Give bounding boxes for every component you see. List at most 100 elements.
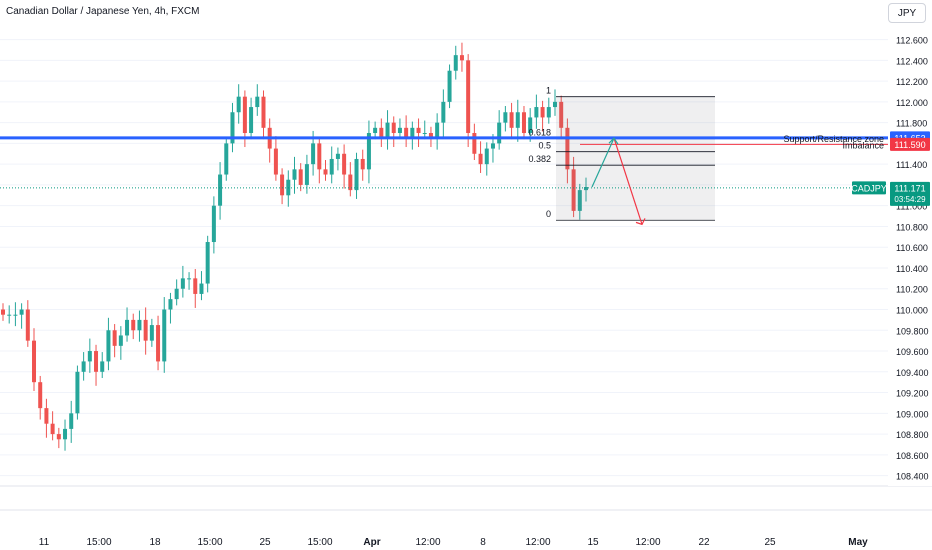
- y-tick-label: 111.400: [896, 160, 927, 170]
- x-tick-label: 25: [259, 537, 271, 548]
- candle-body: [249, 107, 254, 134]
- candle-body: [224, 143, 229, 175]
- candle-body: [472, 133, 477, 154]
- candle-body: [211, 205, 216, 243]
- candle-body: [584, 186, 588, 191]
- candle-body: [174, 288, 179, 300]
- y-tick-label: 111.800: [896, 119, 927, 129]
- candle-body: [131, 319, 136, 331]
- candle-body: [13, 314, 18, 316]
- y-tick-label: 110.800: [896, 222, 928, 232]
- y-tick-label: 108.400: [896, 472, 929, 482]
- candle-body: [528, 117, 533, 134]
- projection-up-arrow: [591, 137, 615, 188]
- candle-body: [428, 133, 433, 139]
- candle-body: [242, 96, 247, 134]
- price-axis: [888, 24, 932, 486]
- candle-body: [335, 153, 340, 159]
- candle-body: [50, 423, 55, 435]
- candle-body: [32, 340, 37, 383]
- candle-body: [534, 107, 539, 118]
- y-tick-label: 110.000: [896, 306, 928, 316]
- candle-body: [280, 174, 285, 196]
- candle-body: [391, 122, 396, 134]
- candle-body: [515, 112, 520, 128]
- candle-body: [348, 174, 353, 191]
- imbalance-price-badge: 111.590: [894, 140, 925, 150]
- candle-body: [63, 428, 68, 440]
- candle-body: [435, 122, 440, 139]
- x-tick-label: 22: [698, 537, 710, 548]
- candle-body: [292, 169, 297, 180]
- candle-body: [255, 96, 260, 108]
- x-tick-label: 15:00: [197, 537, 222, 548]
- candle-body: [44, 408, 49, 424]
- y-tick-label: 110.400: [896, 264, 928, 274]
- candle-body: [199, 283, 204, 294]
- candle-body: [304, 164, 309, 185]
- candle-body: [360, 158, 365, 170]
- candle-body: [509, 112, 514, 128]
- currency-button[interactable]: JPY: [888, 3, 926, 23]
- candle-body: [56, 434, 61, 440]
- x-tick-label: 12:00: [415, 537, 440, 548]
- candle-body: [422, 133, 427, 135]
- fib-level-label: 0: [546, 209, 551, 219]
- candle-body: [404, 127, 409, 139]
- candle-body: [149, 325, 154, 341]
- x-tick-label: 15:00: [86, 537, 111, 548]
- candle-body: [490, 143, 495, 149]
- candle-body: [379, 127, 384, 139]
- candle-body: [521, 112, 526, 134]
- candle-body: [497, 122, 502, 144]
- x-tick-label: 12:00: [635, 537, 660, 548]
- candle-body: [366, 133, 371, 170]
- candle-body: [38, 382, 43, 409]
- candle-body: [453, 55, 458, 71]
- x-tick-label: 15: [587, 537, 599, 548]
- y-tick-label: 108.800: [896, 430, 929, 440]
- candle-body: [180, 278, 185, 289]
- candle-body: [69, 413, 74, 429]
- candle-body: [546, 107, 551, 118]
- y-tick-label: 109.800: [896, 326, 929, 336]
- candle-body: [311, 143, 316, 165]
- candle-body: [19, 309, 24, 315]
- candle-body: [273, 148, 278, 175]
- fib-level-label: 0.5: [538, 141, 551, 151]
- candle-body: [236, 96, 241, 113]
- fib-zone: [556, 96, 715, 221]
- candle-body: [552, 101, 557, 108]
- y-tick-label: 110.200: [896, 285, 928, 295]
- candle-body: [447, 70, 452, 102]
- candle-body: [1, 309, 5, 315]
- last-price-value: 111.171: [894, 183, 925, 193]
- candle-body: [25, 309, 30, 341]
- candle-body: [87, 351, 92, 362]
- y-tick-label: 112.400: [896, 56, 928, 66]
- candle-body: [156, 325, 161, 362]
- candle-body: [571, 169, 576, 211]
- x-tick-label: 8: [480, 537, 486, 548]
- imbalance-price-badge-bg: [890, 137, 930, 151]
- candle-body: [385, 122, 390, 139]
- candle-body: [162, 309, 167, 362]
- candle-body: [342, 153, 347, 175]
- candle-body: [540, 107, 545, 118]
- candle-body: [187, 278, 192, 280]
- candle-body: [100, 361, 105, 372]
- candle-body: [168, 299, 173, 310]
- candle-body: [298, 169, 303, 185]
- fib-level-label: 1: [546, 86, 551, 96]
- candle-body: [75, 371, 80, 414]
- x-tick-label: 15:00: [307, 537, 332, 548]
- arrowhead-down: [635, 218, 646, 226]
- candle-body: [218, 174, 223, 206]
- candle-body: [416, 127, 421, 134]
- candle-body: [354, 158, 359, 191]
- chart-title: Canadian Dollar / Japanese Yen, 4h, FXCM: [6, 6, 200, 17]
- y-tick-label: 111.000: [896, 202, 927, 212]
- y-tick-label: 109.400: [896, 368, 929, 378]
- symbol-tag-bg: [852, 181, 886, 195]
